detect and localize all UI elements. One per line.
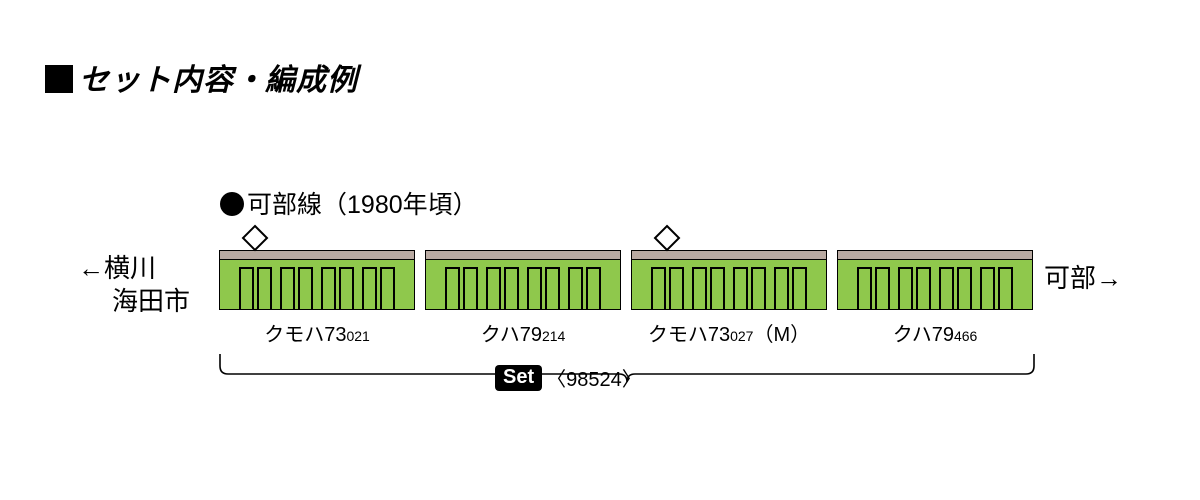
car-roof — [425, 250, 621, 260]
bullet-icon — [220, 192, 244, 216]
door-pair — [445, 267, 478, 309]
door-pair — [774, 267, 807, 309]
pantograph-icon — [653, 224, 681, 252]
door — [321, 267, 336, 309]
door-pair — [362, 267, 395, 309]
door — [916, 267, 931, 309]
door — [527, 267, 542, 309]
door-pair — [239, 267, 272, 309]
door — [898, 267, 913, 309]
door — [669, 267, 684, 309]
car-label: クハ79466 — [893, 318, 978, 347]
door — [504, 267, 519, 309]
door-pair — [857, 267, 890, 309]
car-number: 021 — [346, 328, 369, 344]
car-suffix: （M） — [753, 324, 810, 346]
pantograph-icon — [241, 224, 269, 252]
dest-right-name: 可部 — [1044, 263, 1096, 293]
door — [339, 267, 354, 309]
car-body — [837, 260, 1033, 310]
car-label: クモハ73021 — [264, 318, 370, 347]
door — [362, 267, 377, 309]
door — [380, 267, 395, 309]
destination-right: 可部→ — [1044, 258, 1122, 295]
door — [445, 267, 460, 309]
car-label: クモハ73027（M） — [648, 318, 810, 347]
door — [774, 267, 789, 309]
door — [998, 267, 1013, 309]
door — [463, 267, 478, 309]
door — [692, 267, 707, 309]
door — [486, 267, 501, 309]
door-pair — [939, 267, 972, 309]
car-number: 027 — [730, 328, 753, 344]
door — [939, 267, 954, 309]
train-car — [837, 250, 1033, 310]
car-type: クハ79 — [893, 324, 954, 346]
door — [257, 267, 272, 309]
door-pair — [321, 267, 354, 309]
destination-left: ←横川 海田市 — [78, 252, 190, 317]
car-type: クモハ73 — [264, 324, 346, 346]
door-pair — [980, 267, 1013, 309]
arrow-left-icon: ← — [78, 253, 104, 283]
line-label: 可部線（1980年頃） — [220, 185, 478, 221]
door — [710, 267, 725, 309]
car-body — [219, 260, 415, 310]
car-number: 466 — [954, 328, 977, 344]
door-pair — [898, 267, 931, 309]
set-badge-area: Set 〈98524〉 — [495, 363, 642, 392]
door — [545, 267, 560, 309]
door — [980, 267, 995, 309]
car-roof — [837, 250, 1033, 260]
train-formation — [219, 250, 1035, 310]
door — [733, 267, 748, 309]
door — [298, 267, 313, 309]
arrow-right-icon: → — [1096, 263, 1122, 293]
train-car — [425, 250, 621, 310]
title-text: セット内容・編成例 — [79, 64, 358, 97]
dest-left-2: 海田市 — [78, 285, 190, 318]
door-pair — [733, 267, 766, 309]
train-car — [219, 250, 415, 310]
door — [568, 267, 583, 309]
door — [239, 267, 254, 309]
train-car — [631, 250, 827, 310]
car-label: クハ79214 — [481, 318, 566, 347]
section-title: セット内容・編成例 — [45, 55, 358, 99]
line-name: 可部線 — [247, 191, 322, 219]
door-pair — [651, 267, 684, 309]
door — [957, 267, 972, 309]
car-type: クハ79 — [481, 324, 542, 346]
door-pair — [568, 267, 601, 309]
car-body — [425, 260, 621, 310]
line-era: （1980年頃） — [322, 191, 478, 219]
car-number: 214 — [542, 328, 565, 344]
car-type: クモハ73 — [648, 324, 730, 346]
door-pair — [692, 267, 725, 309]
door — [751, 267, 766, 309]
title-square-icon — [45, 65, 73, 93]
door — [792, 267, 807, 309]
product-number: 〈98524〉 — [546, 363, 642, 392]
door — [586, 267, 601, 309]
door-pair — [486, 267, 519, 309]
car-body — [631, 260, 827, 310]
door-pair — [280, 267, 313, 309]
door — [857, 267, 872, 309]
door — [875, 267, 890, 309]
door — [651, 267, 666, 309]
set-badge: Set — [495, 365, 542, 391]
door-pair — [527, 267, 560, 309]
dest-left-1: 横川 — [104, 253, 156, 283]
door — [280, 267, 295, 309]
